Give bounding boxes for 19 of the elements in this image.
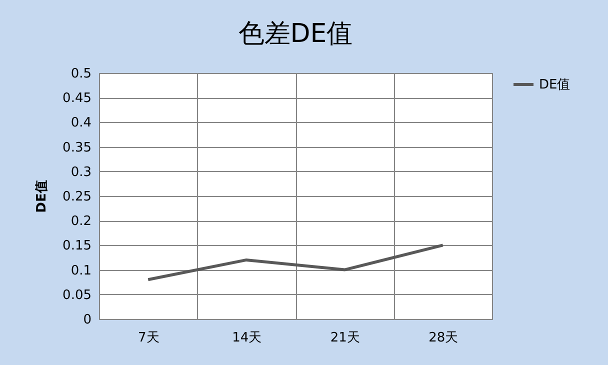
x-tick-label: 14天 (232, 330, 262, 346)
y-tick-label: 0.35 (62, 140, 92, 156)
chart-title: 色差DE值 (238, 19, 353, 49)
x-tick-label: 21天 (330, 330, 360, 346)
y-tick-label: 0.05 (62, 288, 92, 303)
y-tick-label: 0.1 (70, 263, 92, 278)
y-tick-label: 0.4 (70, 116, 92, 131)
x-tick-label: 7天 (138, 330, 160, 346)
y-tick-label: 0.15 (62, 238, 92, 254)
y-tick-label: 0.45 (62, 91, 92, 106)
line-series (146, 244, 444, 282)
x-tick-label: 28天 (428, 330, 458, 346)
y-axis-title: DE值 (34, 180, 50, 213)
y-tick-label: 0.25 (62, 190, 92, 204)
legend-label: DE值 (539, 78, 570, 92)
y-tick-label: 0.5 (70, 66, 92, 82)
y-tick-label: 0.2 (70, 214, 92, 230)
y-tick-label: 0.3 (70, 164, 92, 180)
y-tick-label: 0 (83, 312, 92, 328)
